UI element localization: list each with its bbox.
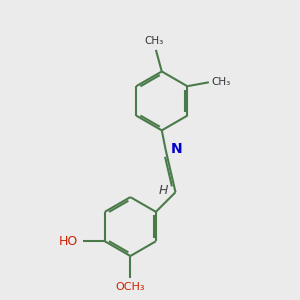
Text: HO: HO [59, 235, 78, 248]
Text: CH₃: CH₃ [144, 36, 164, 46]
Text: CH₃: CH₃ [212, 77, 231, 87]
Text: OCH₃: OCH₃ [116, 282, 145, 292]
Text: H: H [158, 184, 168, 197]
Text: N: N [171, 142, 182, 156]
